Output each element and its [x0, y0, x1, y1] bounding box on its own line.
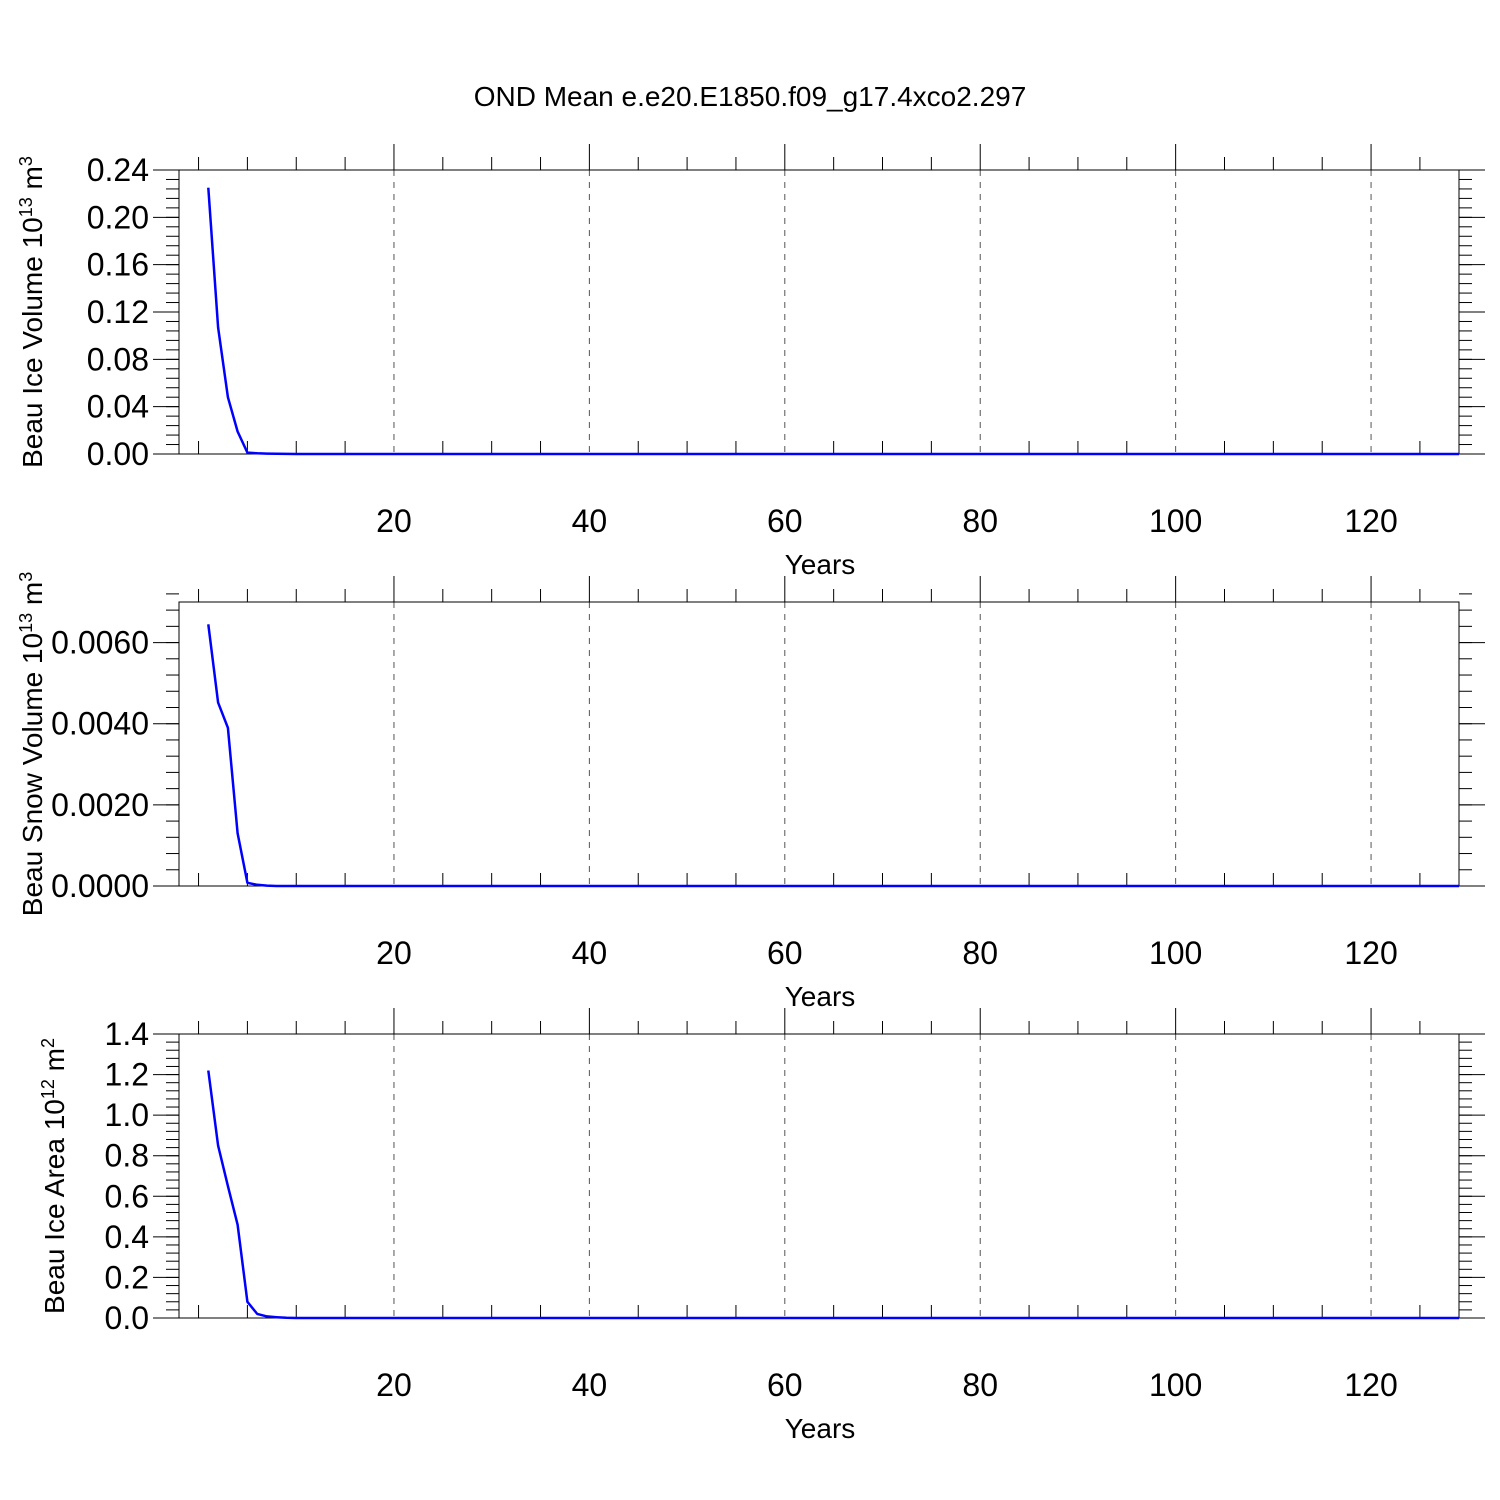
- series-line: [207, 624, 1459, 888]
- y-tick-label: 0.4: [105, 1219, 149, 1255]
- panels: 0.00 0.04 0.08 0.12 0.16 0.20 0.24 20 40 60 80 100 1…: [16, 144, 1485, 1444]
- y-tick-label: 0.04: [87, 389, 149, 425]
- x-tick-label: 120: [1344, 503, 1397, 539]
- y-tick-label: 0.24: [87, 152, 149, 188]
- x-tick-label: 80: [962, 1367, 998, 1403]
- y-axis-label-superscript: 3: [16, 156, 36, 166]
- y-axis-label-superscript: 12: [38, 1079, 58, 1099]
- x-tick-label: 80: [962, 503, 998, 539]
- x-tick-label: 20: [376, 935, 412, 971]
- y-axis-label: Beau Ice Volume 1013 m3: [16, 156, 48, 468]
- y-axis-label-text: m: [39, 1048, 70, 1079]
- y-axis-label: Beau Snow Volume 1013 m3: [16, 572, 48, 916]
- y-tick-label: 0.8: [105, 1138, 149, 1174]
- y-tick-label: 0.12: [87, 294, 149, 330]
- x-axis-label: Years: [785, 549, 856, 580]
- x-tick-label: 60: [767, 1367, 803, 1403]
- y-axis-label: Beau Ice Area 1012 m2: [38, 1038, 70, 1314]
- y-axis-label-superscript: 2: [38, 1038, 58, 1048]
- y-axis-label-text: Beau Snow Volume 10: [17, 633, 48, 916]
- x-axis-label: Years: [785, 1413, 856, 1444]
- y-tick-label: 0.0040: [51, 706, 149, 742]
- x-tick-label: 20: [376, 1367, 412, 1403]
- x-tick-label: 60: [767, 935, 803, 971]
- panel-1: 0.00 0.04 0.08 0.12 0.16 0.20 0.24 20 40 60 80 100 1…: [16, 144, 1485, 580]
- y-axis-label-superscript: 13: [16, 613, 36, 633]
- y-tick-label: 0.0000: [51, 868, 149, 904]
- y-axis-label-superscript: 3: [16, 572, 36, 582]
- y-tick-label: 1.2: [105, 1057, 149, 1093]
- y-axis-label-text: m: [17, 582, 48, 613]
- y-tick-label: 0.08: [87, 341, 149, 377]
- panel-2: 0.0000 0.0020 0.0040 0.0060 20 40 60 80 100 120 Ye…: [16, 572, 1485, 1012]
- x-tick-label: 120: [1344, 935, 1397, 971]
- x-tick-label: 40: [572, 503, 608, 539]
- series-line: [207, 1070, 1459, 1320]
- x-tick-label: 60: [767, 503, 803, 539]
- y-tick-label: 0.6: [105, 1178, 149, 1214]
- plot-frame: [178, 1033, 1460, 1319]
- y-tick-label: 1.0: [105, 1097, 149, 1133]
- y-tick-label: 0.2: [105, 1259, 149, 1295]
- x-tick-label: 40: [572, 935, 608, 971]
- y-axis-label-text: Beau Ice Volume 10: [17, 217, 48, 468]
- y-axis-label-text: Beau Ice Area 10: [39, 1099, 70, 1314]
- series-line: [207, 187, 1459, 456]
- x-axis-label: Years: [785, 981, 856, 1012]
- y-tick-label: 0.0060: [51, 625, 149, 661]
- x-tick-label: 80: [962, 935, 998, 971]
- y-tick-label: 0.0020: [51, 787, 149, 823]
- x-tick-label: 120: [1344, 1367, 1397, 1403]
- x-tick-label: 20: [376, 503, 412, 539]
- y-axis-label-text: m: [17, 166, 48, 197]
- x-tick-label: 40: [572, 1367, 608, 1403]
- x-tick-label: 100: [1149, 503, 1202, 539]
- chart-title: OND Mean e.e20.E1850.f09_g17.4xco2.297: [474, 81, 1027, 112]
- y-tick-label: 0.16: [87, 247, 149, 283]
- y-tick-label: 0.0: [105, 1300, 149, 1336]
- y-tick-label: 1.4: [105, 1016, 149, 1052]
- y-tick-label: 0.00: [87, 436, 149, 472]
- panel-3: 0.0 0.2 0.4 0.6 0.8 1.0 1.2 1.4 20 40 60 80 100 120 Ye…: [38, 1008, 1485, 1444]
- x-tick-label: 100: [1149, 1367, 1202, 1403]
- y-tick-label: 0.20: [87, 199, 149, 235]
- x-tick-label: 100: [1149, 935, 1202, 971]
- plot-frame: [178, 601, 1460, 887]
- plot-frame: [178, 169, 1460, 455]
- y-axis-label-superscript: 13: [16, 197, 36, 217]
